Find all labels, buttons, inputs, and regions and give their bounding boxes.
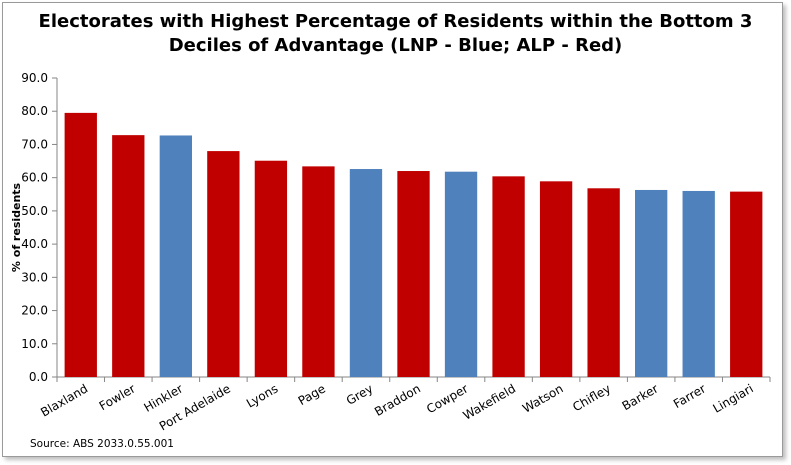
- bar-lyons: [254, 160, 288, 377]
- bar-page: [302, 166, 335, 377]
- y-tick-label: 0.0: [29, 370, 48, 384]
- x-tick-label: Grey: [344, 381, 376, 407]
- x-tick-label: Wakefield: [461, 381, 518, 422]
- y-tick-label: 70.0: [21, 137, 48, 151]
- bars: [64, 112, 763, 377]
- x-tick-label: Page: [296, 381, 328, 408]
- y-tick-label: 50.0: [21, 204, 48, 218]
- bar-chifley: [587, 188, 620, 377]
- chart-title-line-1: Electorates with Highest Percentage of R…: [38, 11, 753, 32]
- source-note: Source: ABS 2033.0.55.001: [30, 438, 174, 450]
- x-tick-label: Lingiari: [710, 381, 755, 415]
- bar-blaxland: [64, 112, 97, 377]
- y-tick-label: 40.0: [21, 237, 48, 251]
- y-tick-label: 30.0: [21, 270, 48, 284]
- y-tick-label: 10.0: [21, 337, 48, 351]
- x-tick-label: Lyons: [244, 381, 280, 410]
- bar-wakefield: [492, 176, 525, 377]
- bar-hinkler: [159, 135, 192, 377]
- bar-cowper: [444, 171, 478, 377]
- y-tick-label: 60.0: [21, 171, 48, 185]
- x-tick-label: Braddon: [372, 381, 423, 418]
- x-tick-label: Farrer: [671, 381, 708, 411]
- y-tick-label: 20.0: [21, 304, 48, 318]
- x-tick-label: Fowler: [97, 381, 138, 413]
- bar-grey: [349, 169, 383, 377]
- chart-title: Electorates with Highest Percentage of R…: [0, 10, 791, 58]
- bar-barker: [635, 189, 668, 377]
- x-tick-label: Barker: [620, 381, 661, 413]
- bar-braddon: [397, 171, 430, 377]
- bar-lingiari: [730, 191, 763, 377]
- bar-port-adelaide: [207, 151, 240, 377]
- bar-fowler: [112, 135, 145, 377]
- bar-farrer: [682, 190, 715, 377]
- y-tick-label: 80.0: [21, 104, 48, 118]
- x-tick-label: Blaxland: [38, 381, 90, 419]
- chart-title-line-2: Deciles of Advantage (LNP - Blue; ALP - …: [168, 35, 623, 56]
- y-axis-label: % of residents: [10, 182, 23, 272]
- bar-watson: [539, 181, 573, 377]
- x-tick-label: Chifley: [570, 381, 613, 414]
- x-tick-label: Watson: [520, 381, 565, 415]
- y-tick-label: 90.0: [21, 71, 48, 85]
